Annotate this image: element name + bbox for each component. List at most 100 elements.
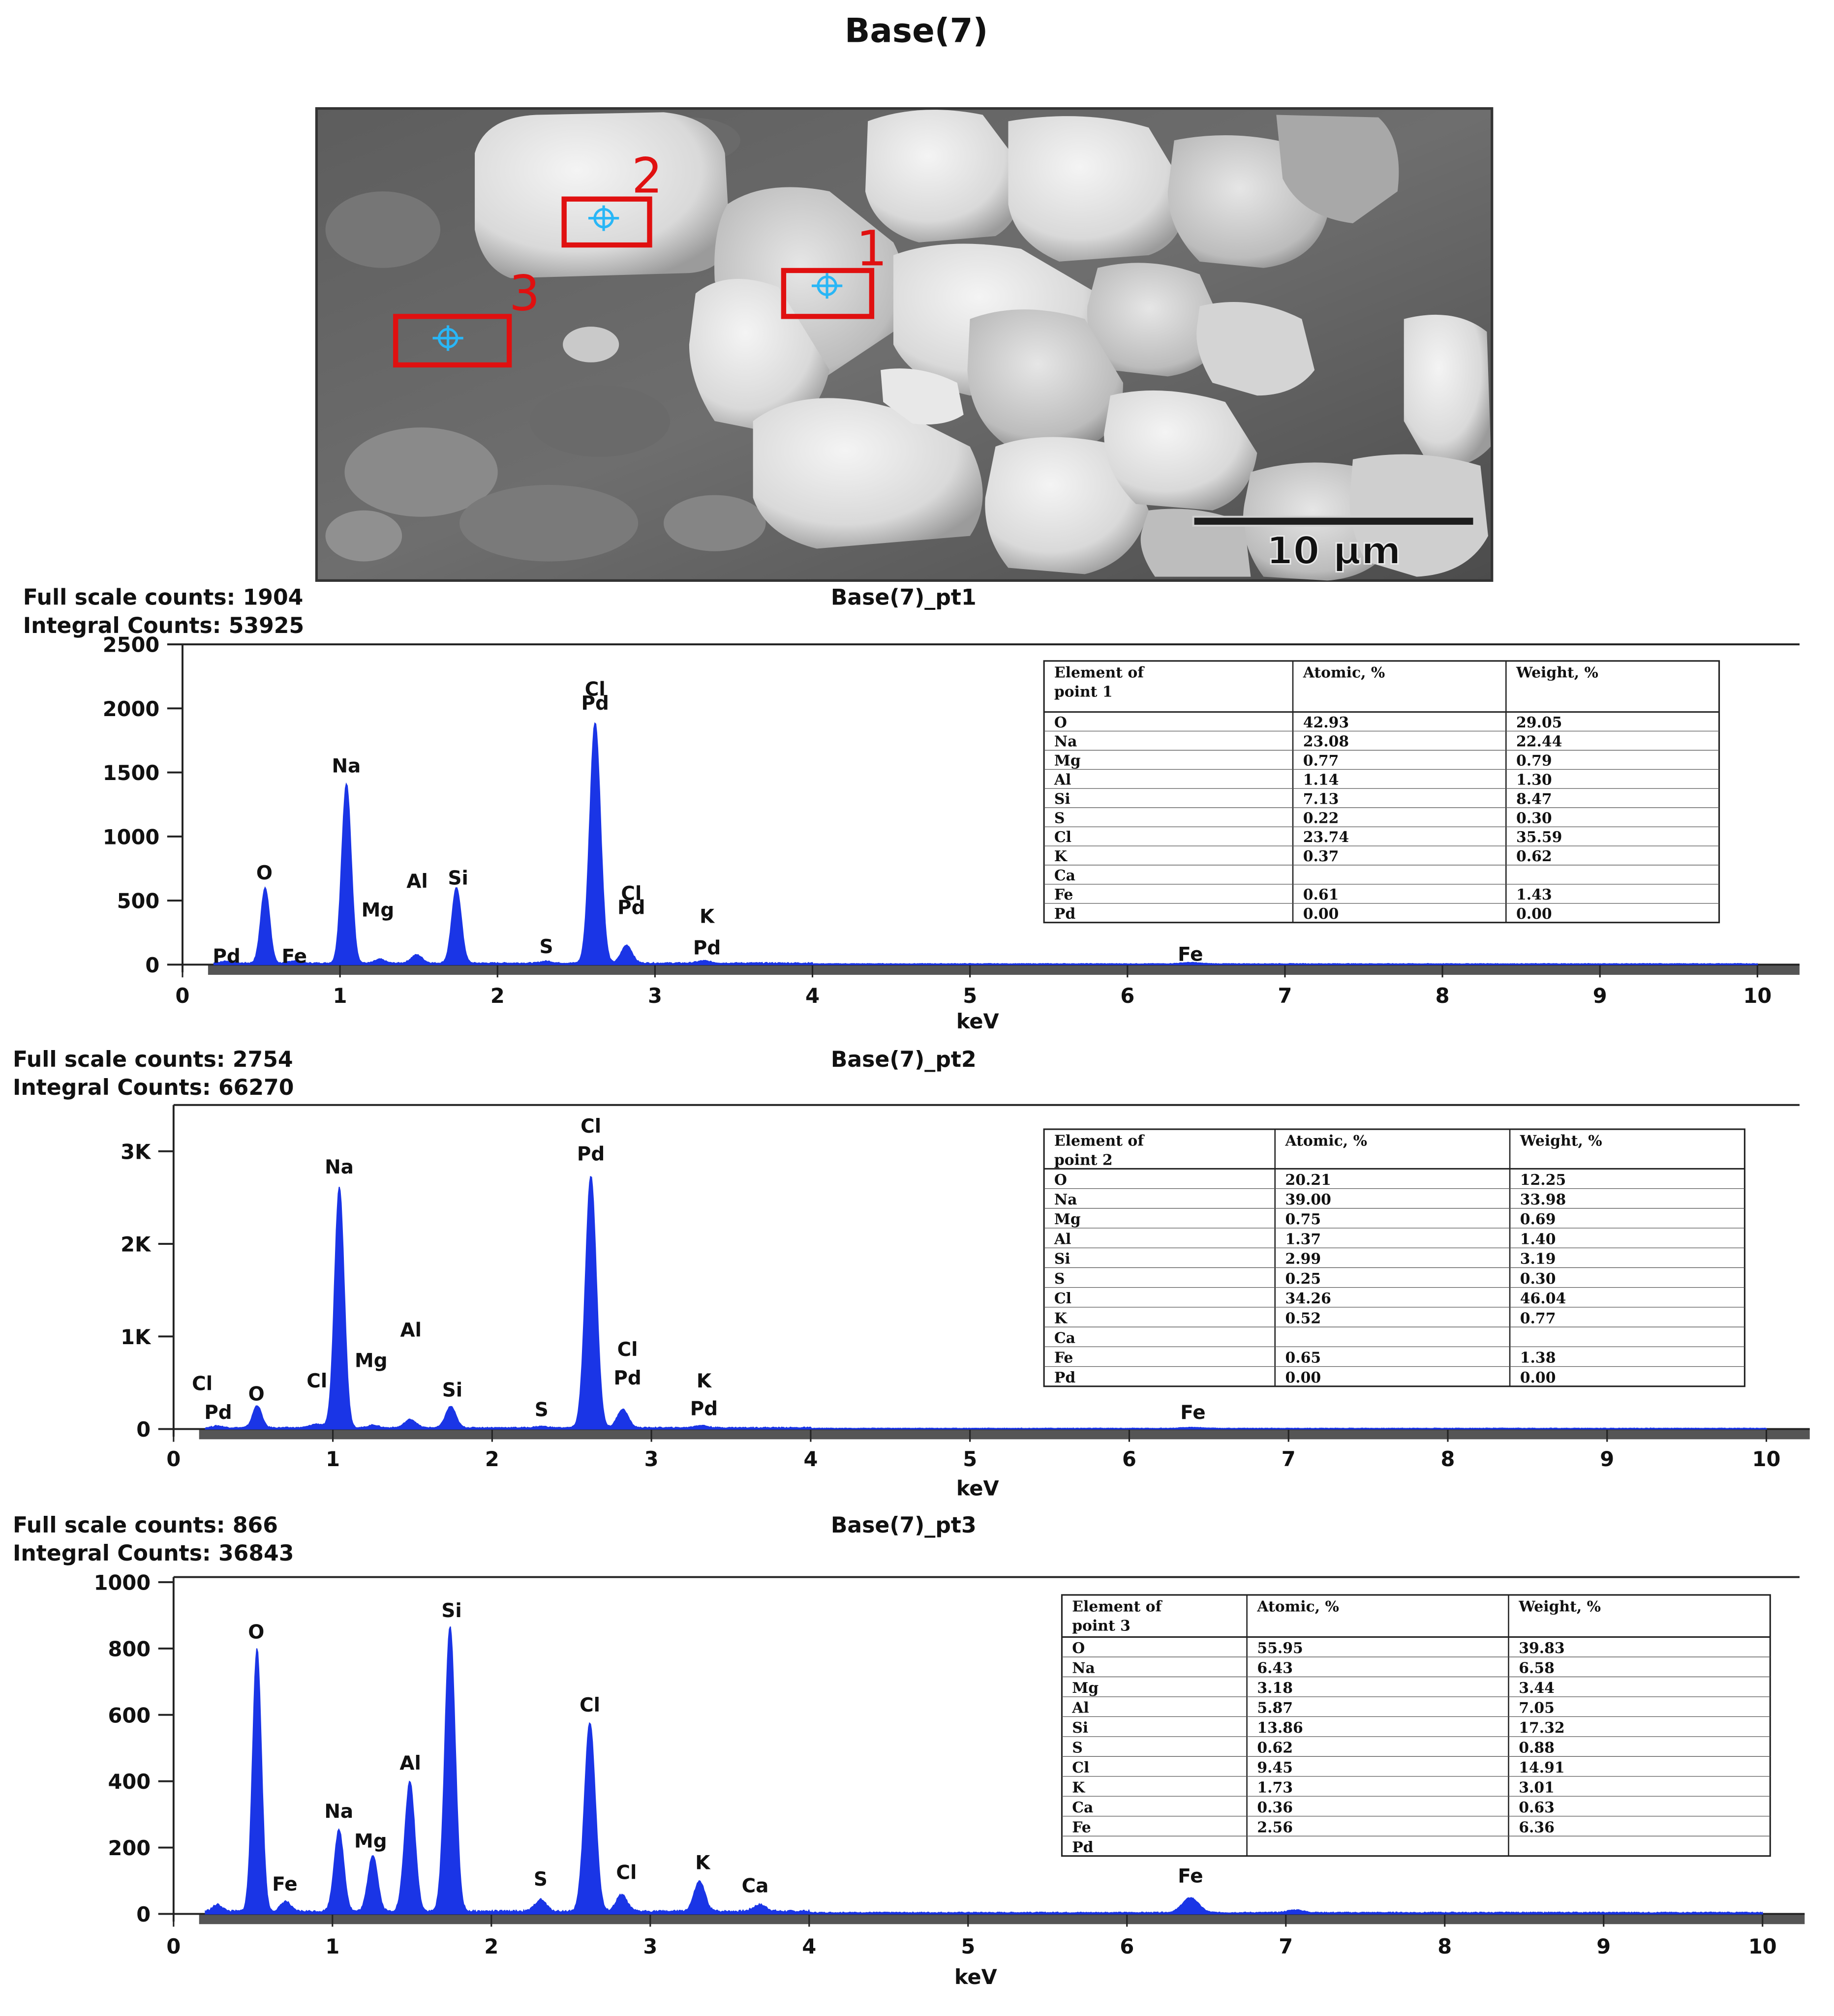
table-cell: Pd	[1054, 905, 1075, 923]
table-cell: 6.43	[1257, 1660, 1293, 1677]
peak-label: Cl	[621, 883, 642, 905]
peak-label: Na	[332, 755, 361, 778]
spectrum-trace	[205, 1626, 1763, 1915]
table-cell: Ca	[1054, 1330, 1075, 1347]
crosshair-icon	[588, 205, 619, 231]
table-cell: S	[1054, 1270, 1065, 1288]
table-cell: Si	[1072, 1719, 1088, 1737]
y-tick-label: 2000	[103, 697, 160, 721]
table-cell: Cl	[1054, 1290, 1071, 1307]
x-tick-label: 7	[1278, 984, 1292, 1008]
marker-label: 3	[509, 265, 540, 322]
table-cell: Na	[1054, 733, 1077, 751]
table-header-cell: Element of	[1054, 664, 1145, 682]
x-tick-label: 0	[176, 984, 190, 1008]
table-cell: 3.19	[1520, 1251, 1556, 1268]
x-tick-label: 3	[643, 1934, 657, 1958]
table-cell: 9.45	[1257, 1759, 1293, 1776]
y-tick-label: 0	[136, 1902, 151, 1926]
peak-label: Al	[399, 1752, 421, 1775]
table-cell: 22.44	[1516, 733, 1562, 751]
sem-grains	[475, 110, 1491, 581]
spectrum-trace	[213, 722, 1758, 965]
table-cell: Mg	[1054, 752, 1081, 770]
x-tick-label: 6	[1120, 1934, 1134, 1958]
scale-bar-group: 10 µm	[1192, 515, 1475, 574]
x-tick-label: 9	[1600, 1447, 1614, 1471]
table-header-cell: Element of	[1054, 1133, 1145, 1150]
peak-label: Na	[325, 1156, 354, 1178]
figure-title: Base(7)	[845, 11, 988, 50]
table-cell: Ca	[1054, 867, 1075, 884]
peak-label: Fe	[282, 945, 307, 967]
x-tick-label: 2	[484, 1934, 498, 1958]
x-tick-label: 5	[963, 984, 977, 1008]
table-cell: 29.05	[1516, 714, 1562, 731]
table-cell: 0.00	[1285, 1369, 1321, 1386]
table-header-cell: point 2	[1054, 1152, 1113, 1169]
table-cell: 6.58	[1519, 1660, 1555, 1677]
marker-point-1: 1	[781, 221, 887, 319]
table-cell: 1.37	[1285, 1231, 1321, 1248]
spectrum-panel-3: Full scale counts: 866 Integral Counts: 3…	[13, 1513, 1805, 1989]
peak-label: Fe	[1180, 1402, 1205, 1424]
table-cell: 8.47	[1516, 790, 1552, 808]
integral-counts: Integral Counts: 66270	[13, 1075, 294, 1100]
scale-bar-label: 10 µm	[1266, 529, 1401, 573]
table-cell: Fe	[1054, 1350, 1073, 1367]
y-tick-label: 500	[117, 889, 160, 913]
table-cell: S	[1072, 1740, 1083, 1757]
table-cell: 0.00	[1516, 905, 1552, 923]
table-header-cell: Weight, %	[1518, 1598, 1601, 1616]
table-header-cell: Weight, %	[1520, 1133, 1602, 1150]
y-tick-label: 1000	[103, 825, 160, 849]
peak-label: Pd	[581, 692, 609, 715]
y-tick-label: 3K	[121, 1140, 152, 1164]
x-axis-label: keV	[954, 1965, 997, 1989]
table-cell: 17.32	[1519, 1719, 1564, 1737]
peak-label: S	[534, 1868, 548, 1891]
table-cell: 39.00	[1285, 1191, 1331, 1208]
y-tick-label: 0	[145, 953, 159, 977]
table-cell: Pd	[1072, 1839, 1093, 1856]
table-cell: 33.98	[1520, 1191, 1566, 1208]
x-tick-label: 4	[802, 1934, 816, 1958]
table-cell: 0.52	[1285, 1310, 1321, 1327]
peak-label: O	[248, 1622, 264, 1644]
peak-label: Mg	[355, 1350, 388, 1372]
table-cell: K	[1072, 1779, 1085, 1796]
composition-table: Element of point 3 Atomic, % Weight, % O 55.9…	[1061, 1594, 1771, 1857]
x-tick-label: 5	[963, 1447, 977, 1471]
table-cell: 23.74	[1303, 829, 1349, 846]
table-cell: 0.77	[1303, 752, 1339, 770]
crosshair-icon	[432, 325, 463, 351]
x-tick-label: 0	[166, 1934, 181, 1958]
peak-label: Al	[406, 871, 428, 893]
table-header-cell: Atomic, %	[1284, 1133, 1367, 1150]
table-cell: 3.01	[1519, 1779, 1555, 1796]
table-cell: Mg	[1054, 1211, 1081, 1228]
table-cell: 0.62	[1257, 1740, 1293, 1757]
x-tick-label: 3	[648, 984, 662, 1008]
peak-label: Pd	[690, 1398, 718, 1420]
peak-label: Cl	[306, 1370, 327, 1392]
integral-counts: Integral Counts: 53925	[23, 613, 304, 638]
peak-label: Pd	[204, 1402, 232, 1424]
table-cell: 0.36	[1257, 1799, 1293, 1816]
table-cell: 0.37	[1303, 848, 1339, 865]
table-cell: 1.14	[1303, 771, 1339, 788]
spectrum-panel-1: Full scale counts: 1904 Integral Counts: …	[23, 585, 1800, 1033]
spectrum-title: Base(7)_pt3	[831, 1513, 977, 1538]
y-tick-label: 1K	[121, 1325, 152, 1349]
x-tick-label: 7	[1282, 1447, 1296, 1471]
peak-label: Ca	[742, 1875, 769, 1897]
x-tick-label: 8	[1437, 1934, 1452, 1958]
table-cell: Si	[1054, 1251, 1070, 1268]
table-cell: 0.79	[1516, 752, 1552, 770]
table-cell: 0.61	[1303, 886, 1339, 903]
table-cell: Pd	[1054, 1369, 1075, 1386]
y-tick-label: 2K	[121, 1233, 152, 1257]
y-tick-label: 400	[108, 1770, 151, 1794]
table-cell: 1.73	[1257, 1779, 1293, 1796]
